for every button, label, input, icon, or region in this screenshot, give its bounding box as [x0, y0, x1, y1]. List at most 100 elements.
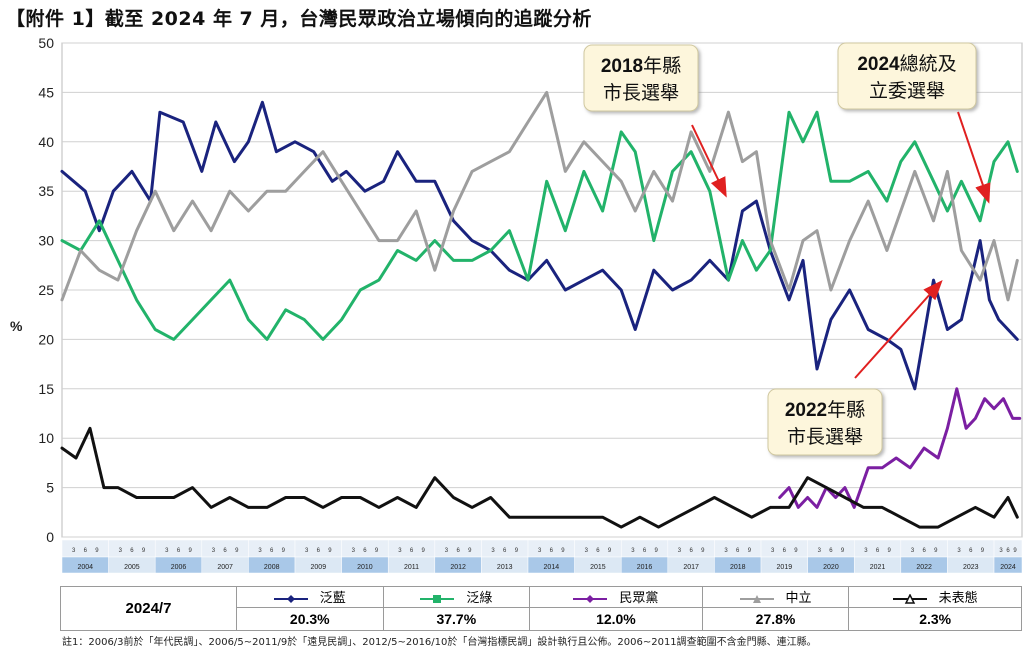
month-label: 9 — [934, 548, 938, 554]
month-label: 9 — [981, 548, 985, 554]
series-line-2 — [778, 387, 1022, 509]
month-label: 6 — [550, 548, 554, 554]
legend-label: 中立 — [785, 590, 812, 606]
month-label: 6 — [410, 548, 414, 554]
month-label: 6 — [130, 548, 134, 554]
legend-label: 泛綠 — [466, 590, 493, 606]
month-label: 3 — [119, 548, 123, 554]
y-tick-label: 10 — [38, 430, 54, 446]
month-label: 3 — [999, 548, 1003, 554]
legend-label: 未表態 — [938, 590, 978, 606]
year-label: 2019 — [777, 564, 793, 571]
month-label: 3 — [258, 548, 262, 554]
month-label: 3 — [72, 548, 76, 554]
legend-value-pan-blue: 20.3% — [236, 607, 384, 631]
month-label: 6 — [783, 548, 787, 554]
month-label: 3 — [352, 548, 356, 554]
year-label: 2017 — [683, 564, 699, 571]
y-tick-label: 45 — [38, 84, 54, 100]
y-tick-label: 0 — [46, 529, 54, 545]
y-tick-label: 30 — [38, 233, 54, 249]
month-label: 9 — [794, 548, 798, 554]
month-label: 6 — [1006, 548, 1010, 554]
callout-line2: 市長選舉 — [603, 82, 679, 104]
callout-line2: 立委選舉 — [869, 80, 945, 102]
month-label: 9 — [561, 548, 565, 554]
month-label: 9 — [655, 548, 659, 554]
line-marker-icon — [739, 592, 774, 607]
series-lines — [60, 90, 1022, 529]
callout-2024-election: 2024總統及 立委選舉 — [837, 42, 991, 204]
legend-date: 2024/7 — [60, 586, 237, 631]
month-label: 3 — [724, 548, 728, 554]
month-label: 3 — [398, 548, 402, 554]
y-tick-label: 35 — [38, 183, 54, 199]
year-label: 2011 — [404, 564, 419, 571]
callout-line1: 2022年縣 — [785, 399, 865, 421]
year-label: 2009 — [311, 564, 327, 571]
year-label: 2006 — [171, 564, 187, 571]
month-label: 3 — [165, 548, 169, 554]
month-label: 3 — [585, 548, 589, 554]
year-label: 2005 — [124, 564, 140, 571]
y-tick-label: 25 — [38, 282, 54, 298]
month-label: 3 — [957, 548, 961, 554]
page-title: 【附件 1】截至 2024 年 7 月，台灣民眾政治立場傾向的追蹤分析 — [6, 8, 592, 30]
year-label: 2022 — [916, 564, 932, 571]
month-label: 6 — [643, 548, 647, 554]
month-label: 6 — [969, 548, 973, 554]
legend-item-neutral: 中立 — [701, 586, 850, 608]
month-label: 9 — [841, 548, 845, 554]
month-label: 6 — [84, 548, 88, 554]
year-label: 2008 — [264, 564, 280, 571]
series-line-0 — [60, 100, 1019, 391]
month-label: 3 — [818, 548, 822, 554]
year-label: 2021 — [870, 564, 886, 571]
year-label: 2024 — [1000, 564, 1016, 571]
callout-arrow — [854, 280, 943, 379]
month-label: 9 — [1013, 548, 1017, 554]
year-label: 2023 — [963, 564, 979, 571]
month-label: 9 — [188, 548, 192, 554]
month-label: 3 — [538, 548, 542, 554]
callout-line1: 2018年縣 — [601, 55, 681, 77]
legend-item-pan-blue: 泛藍 — [236, 586, 384, 608]
legend-value-tpp: 12.0% — [529, 607, 703, 631]
month-label: 9 — [888, 548, 892, 554]
year-label: 2020 — [823, 564, 839, 571]
year-label: 2018 — [730, 564, 746, 571]
month-label: 3 — [678, 548, 682, 554]
month-label: 6 — [689, 548, 693, 554]
month-label: 6 — [596, 548, 600, 554]
month-label: 3 — [771, 548, 775, 554]
year-label: 2016 — [637, 564, 653, 571]
month-label: 3 — [911, 548, 915, 554]
series-line-1 — [60, 110, 1019, 341]
month-label: 6 — [270, 548, 274, 554]
month-label: 6 — [876, 548, 880, 554]
y-tick-label: 15 — [38, 381, 54, 397]
month-label: 6 — [503, 548, 507, 554]
month-label: 6 — [736, 548, 740, 554]
month-label: 9 — [608, 548, 612, 554]
month-label: 3 — [212, 548, 216, 554]
callout-2018-election: 2018年縣 市長選舉 — [583, 44, 727, 198]
legend-value-neutral: 27.8% — [701, 607, 850, 631]
legend-label: 泛藍 — [319, 590, 346, 606]
month-label: 3 — [445, 548, 449, 554]
month-label: 6 — [223, 548, 227, 554]
month-label: 9 — [748, 548, 752, 554]
month-label: 6 — [829, 548, 833, 554]
legend-value-pan-green: 37.7% — [382, 607, 531, 631]
legend-label: 民眾黨 — [619, 590, 659, 606]
callout-arrow — [691, 124, 727, 198]
year-label: 2014 — [544, 564, 560, 571]
year-label: 2010 — [357, 564, 373, 571]
year-label: 2013 — [497, 564, 513, 571]
callout-arrow — [957, 111, 991, 204]
month-label: 6 — [922, 548, 926, 554]
month-label: 6 — [317, 548, 321, 554]
grid — [61, 42, 1023, 538]
callout-line2: 市長選舉 — [787, 426, 863, 448]
